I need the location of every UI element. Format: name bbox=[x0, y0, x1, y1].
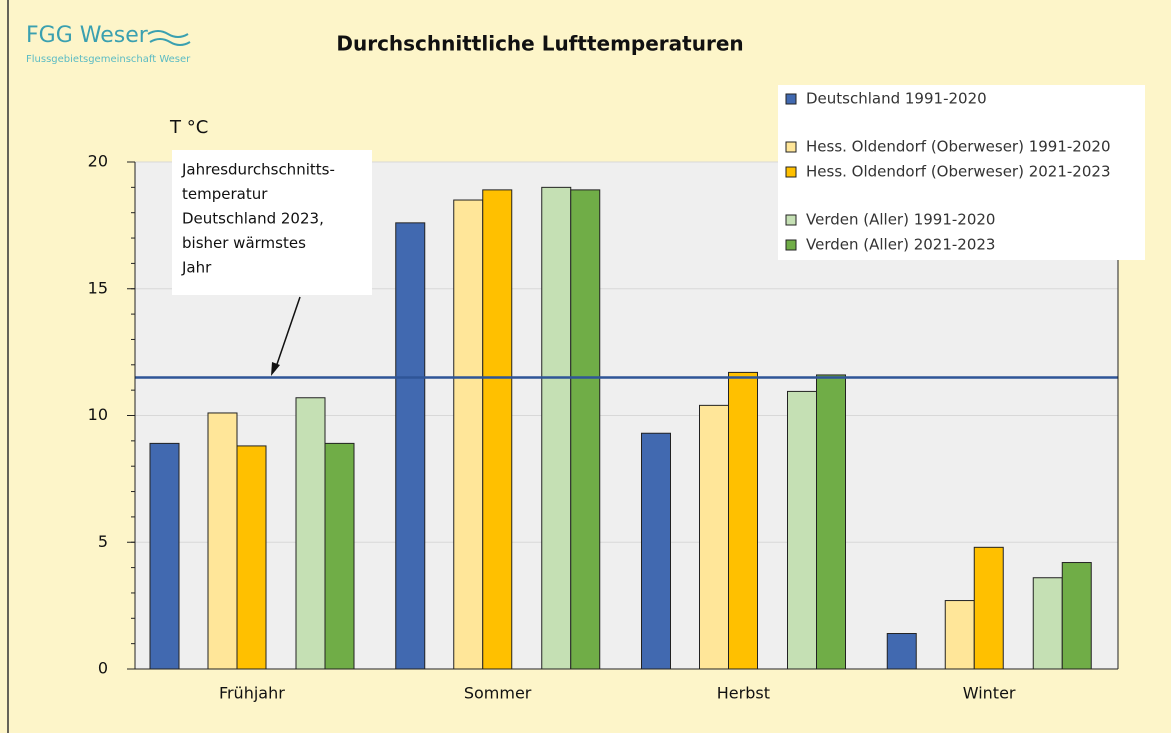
x-tick-label: Herbst bbox=[717, 684, 770, 703]
bar bbox=[641, 432, 671, 670]
bar bbox=[816, 374, 846, 670]
annotation-text: Jahr bbox=[181, 259, 212, 277]
annotation-text: Deutschland 2023, bbox=[182, 210, 324, 228]
logo-wave bbox=[147, 30, 191, 46]
logo-name: FGG Weser bbox=[26, 23, 149, 48]
y-tick-label: 20 bbox=[88, 152, 108, 171]
bar bbox=[728, 371, 758, 670]
y-tick-label: 0 bbox=[98, 659, 108, 678]
legend-label: Hess. Oldendorf (Oberweser) 1991-2020 bbox=[806, 138, 1110, 156]
bar bbox=[395, 222, 426, 670]
y-tick-label: 15 bbox=[88, 278, 108, 297]
bar bbox=[295, 397, 326, 670]
chart-title: Durchschnittliche Lufttemperaturen bbox=[336, 32, 743, 56]
x-tick-label: Frühjahr bbox=[219, 684, 285, 703]
legend-swatch bbox=[785, 141, 797, 153]
bar bbox=[541, 186, 572, 670]
legend-swatch bbox=[785, 239, 797, 251]
bar bbox=[453, 199, 484, 670]
bar bbox=[149, 442, 180, 670]
annotation-box bbox=[172, 150, 372, 295]
legend-swatch bbox=[785, 214, 797, 226]
bar bbox=[699, 404, 729, 670]
annotation-text: temperatur bbox=[182, 185, 268, 203]
legend-label: Verden (Aller) 2021-2023 bbox=[806, 236, 995, 254]
y-tick-label: 5 bbox=[98, 532, 108, 551]
x-tick-label: Sommer bbox=[464, 684, 532, 703]
annotation-text: bisher wärmstes bbox=[182, 234, 306, 252]
annotation-text: Jahresdurchschnitts- bbox=[181, 161, 335, 179]
y-tick-label: 10 bbox=[88, 405, 108, 424]
bar bbox=[787, 390, 817, 670]
annotation-arrowhead bbox=[271, 362, 280, 376]
bar bbox=[324, 442, 355, 670]
bar bbox=[973, 546, 1004, 670]
bar bbox=[1061, 562, 1092, 670]
bar bbox=[207, 412, 238, 670]
logo-subtitle: Flussgebietsgemeinschaft Weser bbox=[26, 54, 191, 65]
bar bbox=[236, 445, 267, 670]
bar bbox=[886, 633, 917, 670]
bar bbox=[1032, 577, 1063, 670]
legend bbox=[778, 85, 1145, 260]
x-tick-label: Winter bbox=[963, 684, 1016, 703]
legend-swatch bbox=[785, 93, 797, 105]
legend-label: Hess. Oldendorf (Oberweser) 2021-2023 bbox=[806, 163, 1110, 181]
bar bbox=[482, 189, 513, 670]
bar bbox=[570, 189, 601, 670]
y-axis-title: T °C bbox=[169, 117, 208, 138]
legend-swatch bbox=[785, 166, 797, 178]
legend-label: Deutschland 1991-2020 bbox=[806, 90, 987, 108]
annotation-arrow bbox=[274, 296, 301, 371]
bar bbox=[944, 600, 975, 670]
legend-label: Verden (Aller) 1991-2020 bbox=[806, 211, 995, 229]
